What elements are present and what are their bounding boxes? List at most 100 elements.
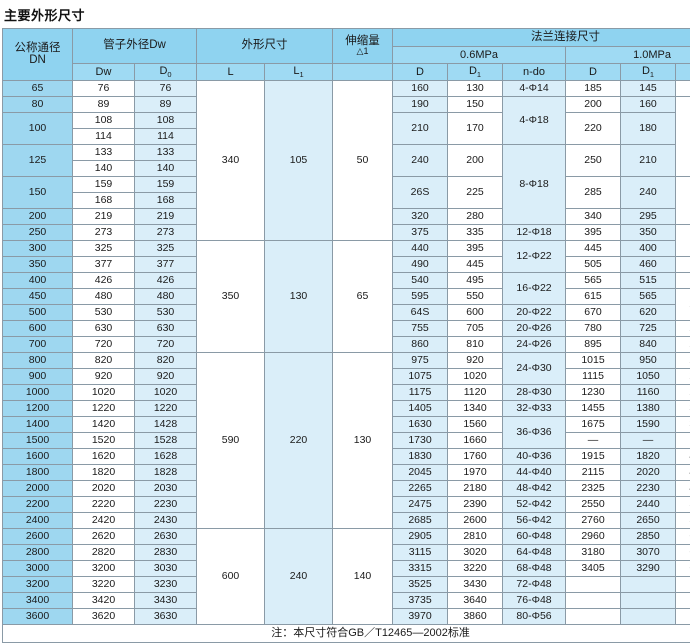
cell-flange06-d1: 1120 — [447, 384, 504, 401]
cell-dw: 377 — [72, 256, 135, 273]
cell-flange06-d: 3970 — [392, 608, 449, 625]
cell-dw: 2620 — [72, 528, 135, 545]
cell-flange10-d1: 840 — [620, 336, 677, 353]
cell-d0: 219 — [133, 208, 198, 225]
header-dn-sub: DN — [29, 53, 46, 66]
cell-dw: 1220 — [72, 400, 135, 417]
cell-dn: 700 — [2, 336, 73, 353]
cell-flange10-d: 445 — [565, 240, 622, 257]
cell-dn: 3600 — [2, 608, 73, 625]
cell-dn: 3400 — [2, 592, 73, 609]
cell-flange10-d: 895 — [565, 336, 622, 353]
table-row: 168 168 — [3, 192, 690, 209]
cell-flange10-d: 1015 — [565, 352, 622, 369]
cell-flange10-d — [565, 576, 622, 593]
cell-dw: 3200 — [72, 560, 135, 577]
cell-dn: 150 — [2, 176, 73, 209]
cell-d0: 1628 — [133, 448, 198, 465]
cell-flange06-d1: 3020 — [447, 544, 504, 561]
cell-flange06-d: 595 — [392, 288, 449, 305]
header-10-d1: D1 — [620, 63, 677, 81]
cell-flange06-d: 3315 — [392, 560, 449, 577]
header-10-d: D — [565, 63, 622, 81]
cell-flange06-d1: 550 — [447, 288, 504, 305]
cell-flange06-d: 1405 — [392, 400, 449, 417]
cell-flange06-d: 190 — [392, 96, 449, 113]
cell-dw: 140 — [72, 160, 135, 177]
cell-flange06-d1: 920 — [447, 352, 504, 369]
cell-d0: 3630 — [133, 608, 198, 625]
cell-d0: 1528 — [133, 432, 198, 449]
cell-flange06-d: 2045 — [392, 464, 449, 481]
cell-flange10-d1: 210 — [620, 144, 677, 177]
cell-dn: 2200 — [2, 496, 73, 513]
cell-flange06-d: 26S — [392, 176, 449, 209]
cell-flange06-d: 1830 — [392, 448, 449, 465]
cell-flange06-ndo: 60-Φ48 — [502, 528, 567, 545]
cell-d0: 3030 — [133, 560, 198, 577]
cell-flange10-ndo: 52-Φ56 — [675, 496, 690, 513]
cell-flange10-d1 — [620, 576, 677, 593]
cell-flange06-ndo: 52-Φ42 — [502, 496, 567, 513]
cell-flange10-d1: 2230 — [620, 480, 677, 497]
cell-dn: 80 — [2, 96, 73, 113]
cell-flange06-d: 2905 — [392, 528, 449, 545]
cell-dn: 500 — [2, 304, 73, 321]
cell-d0: 1428 — [133, 416, 198, 433]
cell-flange10-d1 — [620, 608, 677, 625]
cell-d0: 426 — [133, 272, 198, 289]
cell-flange10-d1: 2850 — [620, 528, 677, 545]
cell-dw: 2820 — [72, 544, 135, 561]
cell-flange10-d1: 160 — [620, 96, 677, 113]
cell-flange10-d1: 1590 — [620, 416, 677, 433]
cell-flange06-d1: 3430 — [447, 576, 504, 593]
cell-length-l: 600 — [196, 528, 266, 625]
cell-flange06-d1: 1020 — [447, 368, 504, 385]
cell-flange10-d: 2760 — [565, 512, 622, 529]
cell-d0: 720 — [133, 336, 198, 353]
header-overall: 外形尺寸 — [196, 28, 334, 64]
cell-flange10-d: 670 — [565, 304, 622, 321]
cell-d0: 1020 — [133, 384, 198, 401]
page-title: 主要外形尺寸 — [4, 8, 86, 23]
header-dw: Dw — [72, 63, 135, 81]
cell-flange06-d1: 200 — [447, 144, 504, 177]
cell-flange06-d1: 280 — [447, 208, 504, 225]
cell-d0: 2230 — [133, 496, 198, 513]
cell-dw: 530 — [72, 304, 135, 321]
cell-flange06-ndo: 36-Φ36 — [502, 416, 567, 449]
cell-flange10-d1: 1160 — [620, 384, 677, 401]
table-row: 125 133 133 240 200 8-Φ18 250 210 — [2, 144, 690, 225]
cell-dw: 2420 — [72, 512, 135, 529]
header-pressure-10: 1.0MPa — [565, 46, 690, 64]
cell-dn: 450 — [2, 288, 73, 305]
cell-dn: 200 — [2, 208, 73, 225]
cell-dw: 2020 — [72, 480, 135, 497]
cell-flange10-ndo: — — [675, 432, 690, 449]
cell-dw: 480 — [72, 288, 135, 305]
cell-flange06-d: 1730 — [392, 432, 449, 449]
cell-dw: 133 — [72, 144, 135, 161]
cell-flange06-d: 320 — [392, 208, 449, 225]
table-row: 3400 3420 3430 3735 3640 76-Φ48 — [2, 592, 690, 609]
cell-dw: 89 — [72, 96, 135, 113]
cell-flange10-d1: 2020 — [620, 464, 677, 481]
cell-flange10-d: 2550 — [565, 496, 622, 513]
cell-flange10-d1: 295 — [620, 208, 677, 225]
cell-flange10-d1: 950 — [620, 352, 677, 369]
cell-flange06-ndo: 4-Φ18 — [502, 96, 567, 145]
cell-flange10-ndo: 12-Φ22 — [675, 224, 690, 257]
cell-d0: 920 — [133, 368, 198, 385]
cell-flange10-d — [565, 592, 622, 609]
cell-flange06-d1: 705 — [447, 320, 504, 337]
cell-flange10-d1: 180 — [620, 112, 677, 145]
cell-flange10-d1: 1050 — [620, 368, 677, 385]
cell-flange06-ndo: 56-Φ42 — [502, 512, 567, 529]
cell-d0: 2630 — [133, 528, 198, 545]
cell-flange10-d: 340 — [565, 208, 622, 225]
cell-flange06-d1: 1970 — [447, 464, 504, 481]
cell-flange06-d1: 2180 — [447, 480, 504, 497]
